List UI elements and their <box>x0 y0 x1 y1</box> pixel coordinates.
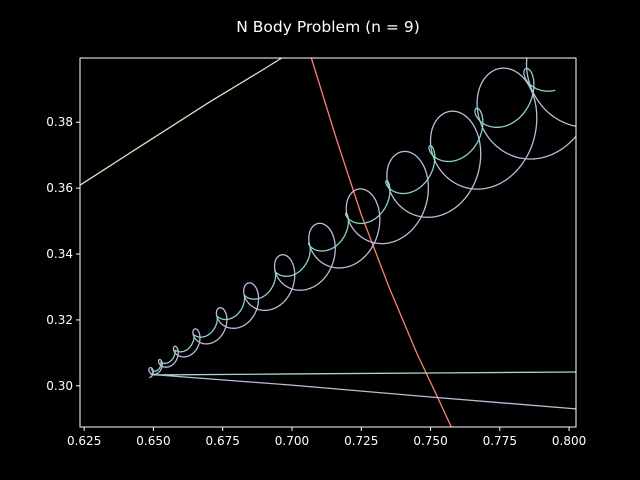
series-line-2 <box>310 58 452 427</box>
y-tick-label: 0.32 <box>46 313 73 327</box>
x-tick-label: 0.650 <box>136 434 170 448</box>
y-tick-label: 0.38 <box>46 115 73 129</box>
x-axis: 0.625 0.650 0.675 0.700 0.725 0.750 0.775 0.800 <box>67 427 586 448</box>
x-tick-label: 0.675 <box>206 434 240 448</box>
x-tick-label: 0.775 <box>483 434 517 448</box>
series-line-5 <box>148 58 576 379</box>
x-tick-label: 0.625 <box>67 434 101 448</box>
x-tick-label: 0.700 <box>275 434 309 448</box>
series-line-4 <box>153 373 576 410</box>
y-tick-label: 0.36 <box>46 181 73 195</box>
plot-frame <box>79 57 577 428</box>
series-line-6 <box>150 67 556 376</box>
chart-title: N Body Problem (n = 9) <box>236 18 420 36</box>
series-line-3 <box>153 371 576 376</box>
y-tick-label: 0.34 <box>46 247 73 261</box>
x-tick-label: 0.800 <box>552 434 586 448</box>
x-tick-label: 0.725 <box>344 434 378 448</box>
x-tick-label: 0.750 <box>413 434 447 448</box>
series-line-1 <box>80 58 283 186</box>
series-layer <box>80 58 576 427</box>
y-axis: 0.30 0.32 0.34 0.36 0.38 <box>46 115 80 393</box>
y-tick-label: 0.30 <box>46 379 73 393</box>
